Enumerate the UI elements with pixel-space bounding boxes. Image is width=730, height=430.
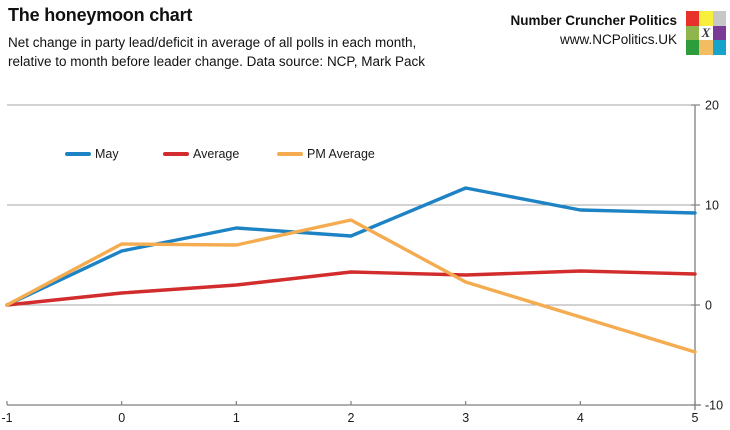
- chart-legend: May Average PM Average: [0, 146, 730, 162]
- page-title: The honeymoon chart: [8, 5, 193, 25]
- legend-swatch-icon: [65, 152, 91, 156]
- ncp-logo-icon: X: [686, 11, 726, 55]
- subtitle-line-1: Net change in party lead/deficit in aver…: [8, 35, 417, 50]
- x-tick-label-4: 4: [577, 411, 584, 425]
- x-tick-label-2: 2: [348, 411, 355, 425]
- brand-name: Number Cruncher Politics: [510, 13, 677, 28]
- logo-cell-2: [712, 11, 726, 26]
- legend-item-pm-average: PM Average: [277, 146, 375, 162]
- logo-cell-8: [712, 40, 726, 55]
- logo-cell-4: X: [699, 25, 713, 41]
- y-tick-label-20: 20: [705, 99, 719, 113]
- x-tick-label-3: 3: [462, 411, 469, 425]
- series-line-pm-average: [5, 218, 697, 354]
- legend-label: PM Average: [307, 147, 375, 161]
- logo-cell-7: [699, 40, 713, 55]
- x-tick-label-1: 1: [233, 411, 240, 425]
- y-tick-label--10: -10: [705, 399, 723, 413]
- legend-swatch-icon: [277, 152, 303, 156]
- x-tick-label-0: 0: [118, 411, 125, 425]
- series-line-may: [5, 186, 697, 307]
- y-tick-label-10: 10: [705, 199, 719, 213]
- legend-item-may: May: [65, 146, 119, 162]
- legend-label: Average: [193, 147, 240, 161]
- logo-cell-5: [712, 25, 726, 41]
- chart-subtitle: Net change in party lead/deficit in aver…: [8, 33, 425, 71]
- legend-label: May: [95, 147, 119, 161]
- series-line-average: [5, 269, 697, 307]
- brand-url-link[interactable]: www.NCPolitics.UK: [559, 32, 677, 47]
- subtitle-line-2: relative to month before leader change. …: [8, 54, 425, 69]
- branding-block: Number Cruncher Politics www.NCPolitics.…: [510, 11, 677, 49]
- logo-cell-0: [686, 11, 700, 26]
- legend-item-average: Average: [163, 146, 239, 162]
- legend-swatch-icon: [163, 152, 189, 156]
- logo-cell-6: [686, 40, 700, 55]
- x-tick-label--1: -1: [1, 411, 12, 425]
- logo-cell-3: [686, 25, 700, 41]
- x-tick-label-5: 5: [692, 411, 699, 425]
- logo-x-letter: X: [701, 25, 711, 41]
- logo-cell-1: [699, 11, 713, 26]
- y-tick-label-0: 0: [705, 299, 712, 313]
